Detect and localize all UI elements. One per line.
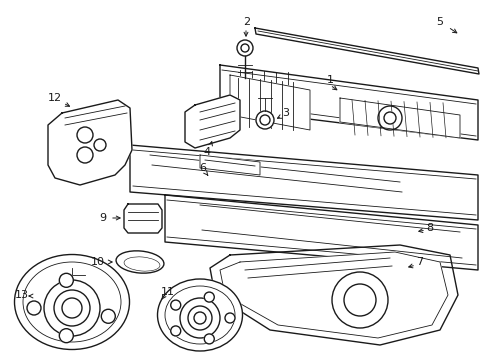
Text: 8: 8 bbox=[426, 223, 433, 233]
Text: 10: 10 bbox=[91, 257, 105, 267]
Circle shape bbox=[260, 115, 269, 125]
Polygon shape bbox=[254, 28, 478, 74]
Circle shape bbox=[204, 292, 214, 302]
Circle shape bbox=[170, 326, 181, 336]
Polygon shape bbox=[339, 98, 459, 138]
Circle shape bbox=[187, 306, 212, 330]
Circle shape bbox=[241, 44, 248, 52]
Ellipse shape bbox=[116, 251, 163, 273]
Circle shape bbox=[59, 329, 73, 343]
Circle shape bbox=[27, 301, 41, 315]
Text: 13: 13 bbox=[15, 290, 29, 300]
Polygon shape bbox=[220, 65, 477, 140]
Circle shape bbox=[331, 272, 387, 328]
Ellipse shape bbox=[157, 279, 242, 351]
Circle shape bbox=[54, 290, 90, 326]
Polygon shape bbox=[209, 245, 457, 345]
Text: 4: 4 bbox=[203, 147, 210, 157]
Polygon shape bbox=[48, 100, 132, 185]
Text: 1: 1 bbox=[326, 75, 333, 85]
Circle shape bbox=[377, 106, 401, 130]
Polygon shape bbox=[164, 195, 477, 270]
Circle shape bbox=[77, 147, 93, 163]
Circle shape bbox=[101, 309, 115, 323]
Text: 11: 11 bbox=[161, 287, 175, 297]
Circle shape bbox=[180, 298, 220, 338]
Polygon shape bbox=[184, 95, 240, 148]
Text: 12: 12 bbox=[48, 93, 62, 103]
Polygon shape bbox=[200, 155, 260, 175]
Circle shape bbox=[59, 273, 73, 287]
Circle shape bbox=[256, 111, 273, 129]
Circle shape bbox=[204, 334, 214, 344]
Circle shape bbox=[194, 312, 205, 324]
Circle shape bbox=[343, 284, 375, 316]
Circle shape bbox=[62, 298, 82, 318]
Circle shape bbox=[170, 300, 181, 310]
Text: 5: 5 bbox=[436, 17, 443, 27]
Text: 9: 9 bbox=[99, 213, 106, 223]
Circle shape bbox=[237, 40, 252, 56]
Circle shape bbox=[44, 280, 100, 336]
Circle shape bbox=[383, 112, 395, 124]
Circle shape bbox=[94, 139, 106, 151]
Polygon shape bbox=[220, 252, 447, 338]
Polygon shape bbox=[229, 75, 309, 130]
Text: 2: 2 bbox=[243, 17, 250, 27]
Circle shape bbox=[224, 313, 235, 323]
Text: 7: 7 bbox=[416, 257, 423, 267]
Text: 6: 6 bbox=[199, 163, 206, 173]
Text: 3: 3 bbox=[282, 108, 289, 118]
Ellipse shape bbox=[15, 255, 129, 350]
Polygon shape bbox=[124, 204, 162, 233]
Circle shape bbox=[77, 127, 93, 143]
Polygon shape bbox=[130, 145, 477, 220]
